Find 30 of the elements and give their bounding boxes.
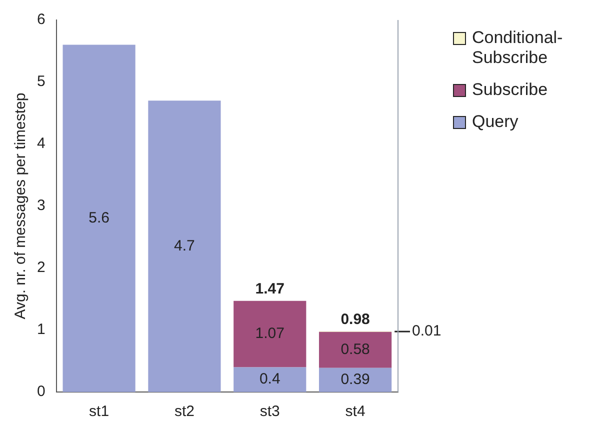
legend-label: Query — [472, 112, 520, 132]
y-tick-label: 6 — [37, 11, 46, 28]
y-tick-label: 1 — [37, 321, 46, 338]
bar — [318, 332, 392, 368]
data-label: 1.07 — [255, 325, 284, 342]
y-axis-title: Avg. nr. of messages per timestep — [12, 92, 30, 320]
x-tick-label: st3 — [260, 403, 280, 420]
y-tick-label: 5 — [37, 73, 46, 90]
bar — [234, 300, 306, 368]
legend-label: Conditional-Subscribe — [472, 28, 564, 68]
legend-label: Subscribe — [472, 80, 549, 100]
y-tick-label: 4 — [37, 135, 46, 152]
x-tick-label: st2 — [174, 403, 194, 420]
text: 0.01 — [412, 322, 442, 340]
x-tick-label: st4 — [345, 403, 366, 420]
y-tick-label: 3 — [37, 197, 46, 214]
data-label: 4.7 — [174, 237, 195, 254]
data-label: 0.4 — [259, 370, 280, 388]
data-label: 0.39 — [340, 371, 370, 388]
data-label: 5.6 — [88, 210, 110, 227]
data-label: 0.58 — [340, 340, 370, 358]
bar — [62, 44, 136, 392]
x-tick-label: st1 — [89, 403, 110, 420]
y-tick-label: 2 — [37, 259, 46, 276]
y-tick-label: 0 — [37, 383, 46, 400]
bar — [234, 367, 306, 392]
bar — [148, 100, 221, 392]
bar — [318, 368, 392, 392]
total-label: 0.98 — [340, 310, 370, 328]
total-label: 1.47 — [255, 280, 284, 298]
